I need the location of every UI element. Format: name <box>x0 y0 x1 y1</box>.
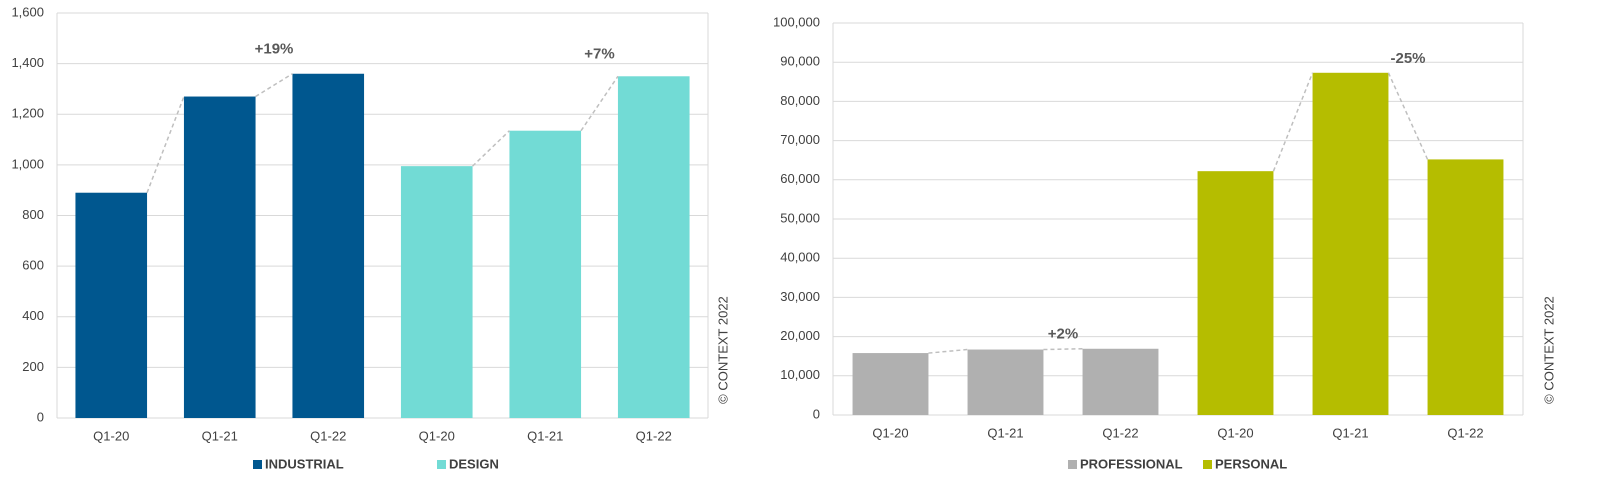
y-tick-label: 60,000 <box>780 171 820 186</box>
legend-label: PROFESSIONAL <box>1080 456 1183 471</box>
bar <box>292 73 365 418</box>
x-tick-label: Q1-21 <box>527 428 563 443</box>
bar <box>967 349 1044 415</box>
x-tick-label: Q1-20 <box>419 428 455 443</box>
y-tick-label: 30,000 <box>780 289 820 304</box>
x-tick-label: Q1-20 <box>1217 425 1253 440</box>
x-tick-label: Q1-22 <box>1447 425 1483 440</box>
connector <box>580 75 619 132</box>
bar <box>852 353 929 415</box>
y-tick-label: 800 <box>22 207 44 222</box>
y-tick-label: 90,000 <box>780 54 820 69</box>
x-tick-label: Q1-20 <box>872 425 908 440</box>
watermark: © CONTEXT 2022 <box>715 296 730 404</box>
connector <box>1387 72 1429 160</box>
legend-swatch <box>1203 460 1212 469</box>
x-tick-label: Q1-20 <box>93 428 129 443</box>
y-tick-label: 1,200 <box>11 106 44 121</box>
y-tick-label: 10,000 <box>780 367 820 382</box>
x-tick-label: Q1-22 <box>310 428 346 443</box>
legend-swatch <box>1068 460 1077 469</box>
bar <box>75 192 148 418</box>
watermark: © CONTEXT 2022 <box>1541 296 1556 404</box>
y-tick-label: 70,000 <box>780 132 820 147</box>
x-tick-label: Q1-21 <box>987 425 1023 440</box>
y-tick-label: 1,400 <box>11 55 44 70</box>
legend-label: PERSONAL <box>1215 456 1287 471</box>
bar <box>509 130 582 418</box>
legend-swatch <box>437 460 446 469</box>
bar <box>183 96 256 418</box>
connector <box>1043 348 1083 351</box>
x-tick-label: Q1-21 <box>1332 425 1368 440</box>
bar <box>1197 171 1274 415</box>
bar <box>1312 72 1389 415</box>
legend-label: INDUSTRIAL <box>265 456 344 471</box>
bar <box>1427 159 1504 415</box>
bar <box>1082 348 1159 415</box>
connector <box>146 96 185 193</box>
y-tick-label: 1,600 <box>11 4 44 19</box>
y-tick-label: 20,000 <box>780 328 820 343</box>
legend-swatch <box>253 460 262 469</box>
y-tick-label: 600 <box>22 258 44 273</box>
y-tick-label: 200 <box>22 359 44 374</box>
y-tick-label: 1,000 <box>11 156 44 171</box>
x-tick-label: Q1-22 <box>636 428 672 443</box>
annotation: +19% <box>255 41 294 58</box>
annotation: +2% <box>1048 326 1078 343</box>
x-tick-label: Q1-22 <box>1102 425 1138 440</box>
connector <box>255 73 293 98</box>
y-tick-label: 50,000 <box>780 210 820 225</box>
y-tick-label: 400 <box>22 308 44 323</box>
connector <box>472 130 510 167</box>
annotation: +7% <box>584 45 614 62</box>
bar <box>400 166 473 418</box>
y-tick-label: 40,000 <box>780 250 820 265</box>
connector <box>928 348 968 354</box>
legend-label: DESIGN <box>449 456 499 471</box>
y-tick-label: 0 <box>37 409 44 424</box>
connector <box>1272 72 1314 172</box>
annotation: -25% <box>1390 50 1425 67</box>
bar <box>617 76 690 418</box>
y-tick-label: 80,000 <box>780 93 820 108</box>
x-tick-label: Q1-21 <box>202 428 238 443</box>
y-tick-label: 100,000 <box>773 14 820 29</box>
y-tick-label: 0 <box>813 406 820 421</box>
